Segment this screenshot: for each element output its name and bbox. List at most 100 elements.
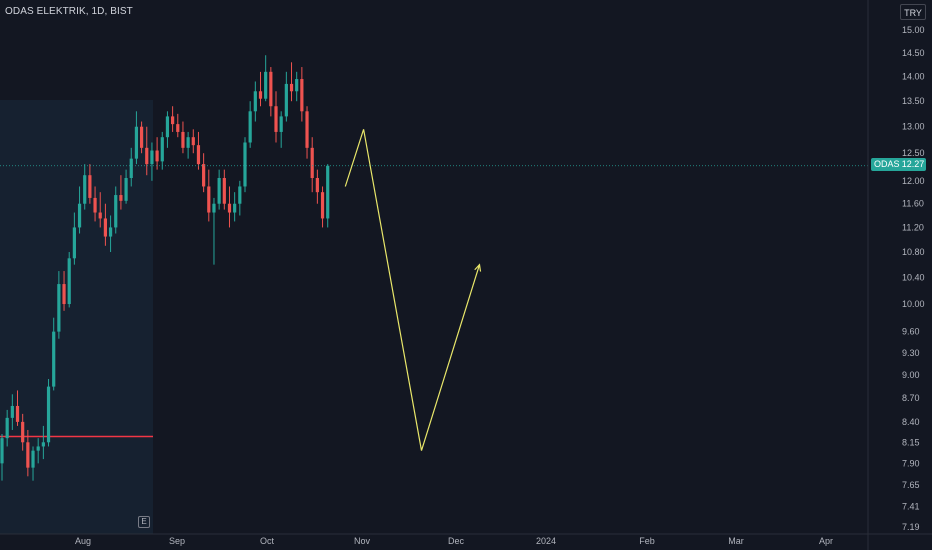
y-tick-label: 8.15 — [902, 437, 920, 447]
y-tick-label: 8.40 — [902, 417, 920, 427]
candle-body — [21, 421, 25, 443]
candle-body — [88, 175, 92, 198]
candle-body — [227, 203, 232, 213]
candle-body — [315, 178, 319, 193]
candle-body — [134, 126, 139, 159]
candle-body — [119, 195, 123, 201]
candle-body — [238, 186, 242, 204]
candle-body — [295, 79, 299, 92]
x-tick-label: Feb — [639, 536, 655, 546]
y-tick-label: 9.30 — [902, 348, 920, 358]
candle-body — [222, 178, 226, 204]
candle-body — [145, 147, 149, 165]
candle-body — [289, 83, 294, 92]
x-tick-label: Sep — [169, 536, 185, 546]
y-tick-label: 15.00 — [902, 25, 925, 35]
y-tick-label: 9.60 — [902, 327, 920, 337]
candle-body — [165, 116, 170, 138]
candle-body — [186, 137, 190, 148]
candle-body — [26, 442, 30, 468]
candle-body — [171, 116, 175, 125]
candle-body — [83, 175, 87, 204]
last-price-ticker-tag: ODAS — [871, 158, 903, 171]
x-tick-label: Oct — [260, 536, 275, 546]
x-tick-label: Apr — [819, 536, 833, 546]
candle-body — [103, 218, 107, 237]
candle-body — [181, 131, 185, 148]
candle-body — [248, 111, 252, 143]
y-tick-label: 8.70 — [902, 393, 920, 403]
candle-body — [207, 186, 211, 213]
candle-body — [191, 137, 195, 146]
candle-body — [98, 212, 102, 219]
y-tick-label: 7.41 — [902, 502, 920, 512]
candle-body — [258, 91, 263, 99]
x-tick-label: Aug — [75, 536, 91, 546]
projection-arrow-head — [474, 263, 482, 272]
candle-body — [212, 203, 216, 213]
candle-body — [243, 142, 247, 187]
candle-body — [233, 203, 237, 213]
y-tick-label: 10.00 — [902, 299, 925, 309]
candle-body — [46, 386, 51, 443]
candle-body — [264, 71, 268, 99]
candle-body — [0, 438, 4, 464]
y-tick-label: 14.00 — [902, 72, 925, 82]
candle-body — [253, 91, 257, 112]
candle-body — [300, 79, 304, 112]
candle-body — [284, 83, 288, 117]
x-tick-label: Dec — [448, 536, 465, 546]
candle-body — [310, 147, 314, 179]
candle-body — [114, 195, 118, 228]
last-price-value-tag: 12.27 — [900, 158, 926, 171]
candle-body — [320, 192, 325, 219]
candle-body — [129, 158, 133, 179]
y-tick-label: 12.00 — [902, 176, 925, 186]
y-tick-label: 11.60 — [902, 199, 924, 209]
date-range-shade — [0, 100, 153, 534]
candle-body — [31, 450, 35, 468]
candle-body — [274, 106, 278, 132]
candle-body — [326, 165, 330, 219]
projection-drawing-path — [344, 129, 481, 451]
y-tick-label: 14.50 — [902, 48, 925, 58]
candle-body — [10, 405, 14, 418]
candle-body — [15, 405, 20, 422]
candle-body — [52, 331, 56, 387]
y-tick-label: 13.00 — [902, 122, 925, 132]
x-tick-label: Nov — [354, 536, 371, 546]
candle-body — [202, 164, 206, 187]
x-tick-label: 2024 — [536, 536, 556, 546]
x-tick-label: Mar — [728, 536, 744, 546]
candle-body — [57, 284, 61, 332]
candle-body — [150, 150, 154, 165]
candle-body — [176, 124, 180, 132]
candle-body — [139, 126, 144, 148]
y-tick-label: 7.90 — [902, 458, 920, 468]
candles-group — [0, 55, 330, 481]
candle-body — [5, 417, 9, 439]
candle-body — [160, 137, 164, 162]
candle-body — [217, 178, 221, 204]
candle-body — [67, 258, 71, 305]
candle-body — [41, 442, 45, 447]
candle-body — [77, 203, 82, 228]
symbol-title: ODAS ELEKTRIK, 1D, BIST — [5, 6, 133, 17]
y-tick-label: 12.50 — [902, 148, 925, 158]
candle-body — [124, 178, 128, 201]
y-tick-label: 10.40 — [902, 273, 925, 283]
candle-body — [269, 71, 273, 107]
candle-body — [62, 284, 66, 305]
candle-body — [196, 145, 201, 165]
candle-body — [36, 446, 40, 451]
earnings-marker-icon[interactable]: E — [138, 516, 150, 528]
candle-body — [108, 227, 113, 237]
y-tick-label: 9.00 — [902, 370, 920, 380]
y-tick-label: 11.20 — [902, 222, 924, 232]
candle-body — [155, 150, 159, 162]
currency-button[interactable]: TRY — [900, 4, 926, 20]
y-tick-label: 7.19 — [902, 522, 920, 532]
y-tick-label: 10.80 — [902, 247, 925, 257]
y-tick-label: 13.50 — [902, 96, 925, 106]
